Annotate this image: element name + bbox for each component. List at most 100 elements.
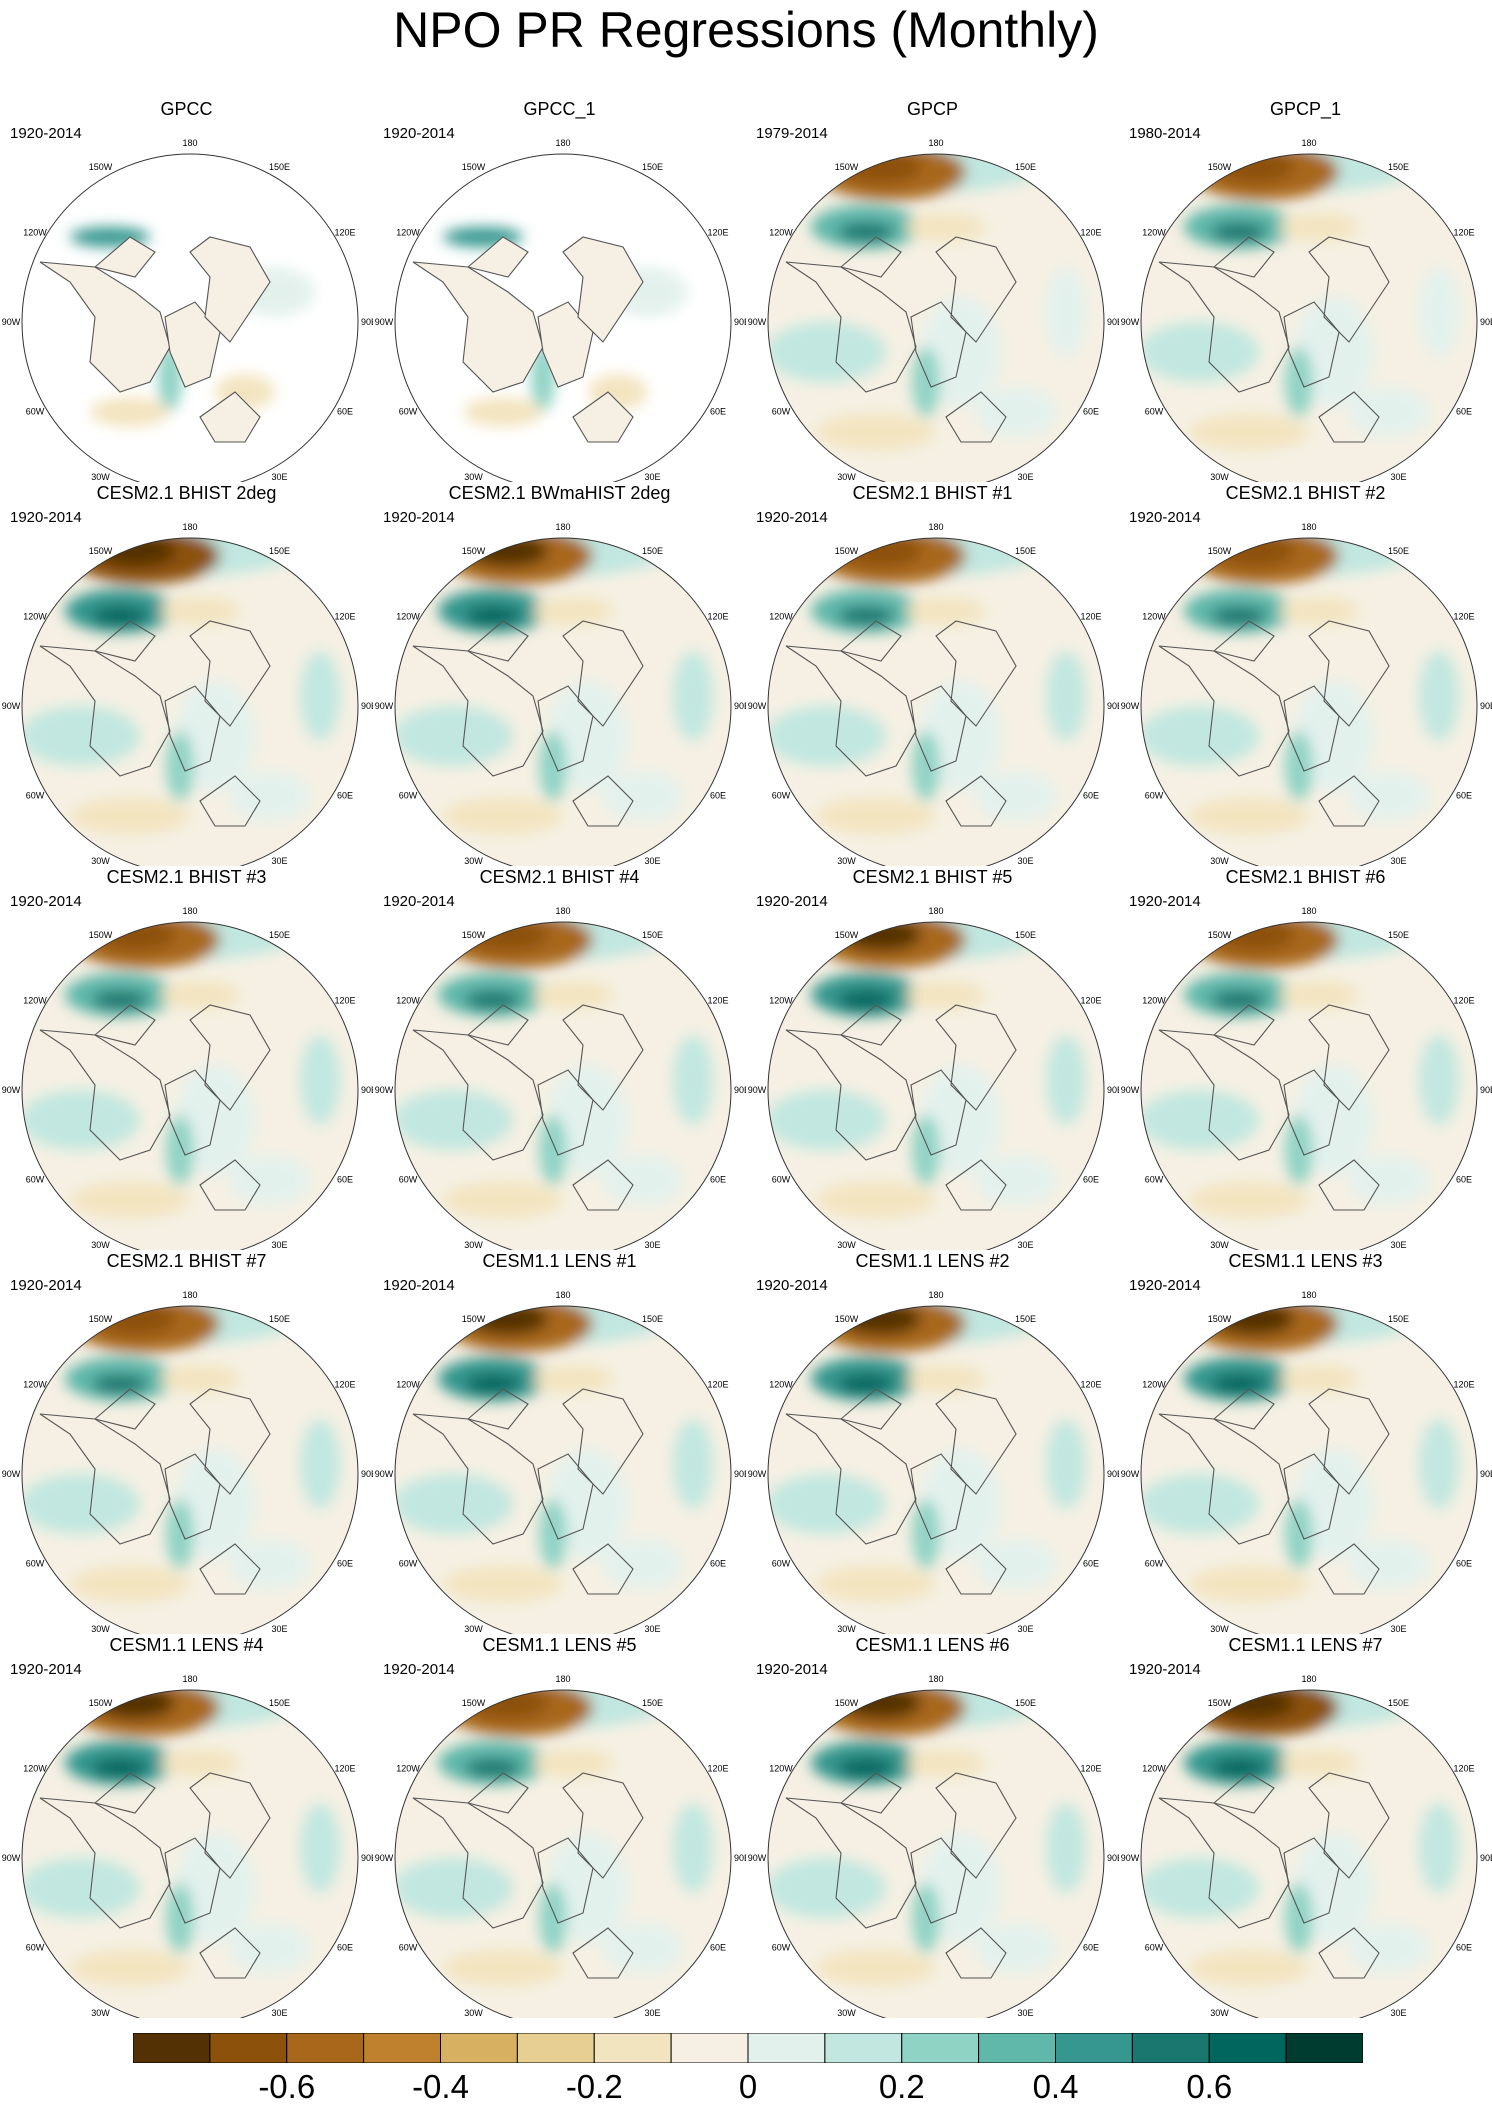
longitude-label: 60W [26,791,45,801]
longitude-label: 150E [269,930,290,940]
coastline [562,1004,644,1111]
map-panel: 180150E120E90E60E30E030W60W90W120W150WCE… [1119,1250,1492,1634]
coastline [839,620,902,662]
anomaly-contour [300,1035,340,1125]
map-boundary [767,1305,1105,1634]
coastline [93,236,156,278]
longitude-label: 30E [271,856,287,866]
longitude-label: 60W [1145,1943,1164,1953]
regression-field [395,1306,713,1602]
regression-field [395,922,713,1218]
colorbar-labels: -0.6 -0.4 -0.2 0 0.2 0.4 0.6 [0,2068,1492,2110]
coastline [1158,261,1290,393]
coastline [839,236,902,278]
longitude-label: 30E [1390,472,1406,482]
anomaly-contour [1189,1182,1309,1218]
anomaly-contour [70,1182,190,1218]
longitude-label: 60E [1083,1559,1099,1569]
map-boundary [21,537,359,866]
longitude-label: 120W [1142,1380,1166,1390]
coastline [466,1772,529,1814]
map-svg: 180150E120E90E60E30E030W60W90W120W150W [375,1674,746,2018]
coastline [785,645,917,777]
coastline [1308,1388,1390,1495]
anomaly-contour [1211,606,1267,626]
longitude-label: 90E [1480,317,1492,327]
colorbar-segment [670,2033,749,2063]
panel-title: CESM2.1 BHIST #6 [1225,867,1386,887]
anomaly-contour [906,213,986,241]
anomaly-contour [816,1566,936,1602]
panel-title: CESM1.1 LENS #1 [482,1251,637,1271]
anomaly-contour [160,981,240,1009]
longitude-label: 120E [708,612,729,622]
panel-title: CESM2.1 BWmaHIST 2deg [448,483,671,503]
longitude-label: 120E [1081,996,1102,1006]
figure-title: NPO PR Regressions (Monthly) [393,2,1099,58]
longitude-label: 30W [837,1624,856,1634]
panel-period: 1979-2014 [756,125,828,142]
longitude-label: 120W [23,612,47,622]
panel-period: 1920-2014 [383,125,455,142]
anomaly-contour [976,1539,1056,1589]
colorbar-tick-label: -0.2 [565,2068,623,2105]
anomaly-contour [673,1803,713,1893]
longitude-label: 120E [1454,228,1475,238]
anomaly-contour [912,1499,940,1569]
anomaly-contour [1141,1474,1259,1534]
anomaly-contour [230,1923,310,1973]
anomaly-contour [1189,1566,1309,1602]
anomaly-contour [539,1499,567,1569]
longitude-label: 30W [91,856,110,866]
coastline [910,301,967,388]
longitude-label: 180 [1301,138,1316,148]
coastline [189,1004,271,1111]
coastline [785,1413,917,1545]
longitude-label: 60E [337,1559,353,1569]
longitude-label: 90W [2,1469,21,1479]
longitude-label: 60E [710,791,726,801]
panel-period: 1920-2014 [10,1661,82,1678]
coastline [164,1837,221,1924]
longitude-label: 120E [708,1380,729,1390]
panel-title: CESM2.1 BHIST #4 [479,867,640,887]
longitude-label: 150W [835,930,859,940]
anomaly-contour [1419,1419,1459,1509]
anomaly-contour [90,397,170,427]
anomaly-contour [230,1539,310,1589]
coastline [466,620,529,662]
map-svg: 180150E120E90E60E30E030W60W90W120W150W [748,906,1119,1250]
coastline [1318,1927,1380,1979]
coastline [39,261,171,393]
colorbar-tick-label: 0.2 [878,2068,925,2105]
longitude-label: 180 [1301,906,1316,916]
anomaly-contour [1285,1499,1313,1569]
anomaly-contour [22,1474,140,1534]
anomaly-contour [70,1566,190,1602]
map-panel: 180150E120E90E60E30E030W60W90W120W150WCE… [1119,482,1492,866]
longitude-label: 60W [399,1175,418,1185]
longitude-label: 150E [1388,1314,1409,1324]
longitude-label: 180 [1301,522,1316,532]
anomaly-contour [1279,1365,1359,1393]
longitude-label: 150E [1015,1698,1036,1708]
map-panel: 180150E120E90E60E30E030W60W90W120W150WCE… [1119,1634,1492,2018]
longitude-label: 120W [396,1764,420,1774]
longitude-label: 90E [361,701,373,711]
longitude-label: 90E [734,1469,746,1479]
longitude-label: 120E [708,1764,729,1774]
anomaly-contour [160,597,240,625]
colorbar-segment [1208,2033,1287,2063]
coastline [93,1004,156,1046]
coastline [945,1927,1007,1979]
longitude-label: 180 [555,138,570,148]
longitude-label: 60W [1145,407,1164,417]
anomaly-contour [300,651,340,741]
longitude-label: 180 [182,1290,197,1300]
map-boundary [21,921,359,1250]
map-svg: 180150E120E90E60E30E030W60W90W120W150W [748,138,1119,482]
longitude-label: 60E [337,407,353,417]
longitude-label: 90W [2,317,21,327]
longitude-label: 30W [91,1240,110,1250]
longitude-label: 150E [269,162,290,172]
